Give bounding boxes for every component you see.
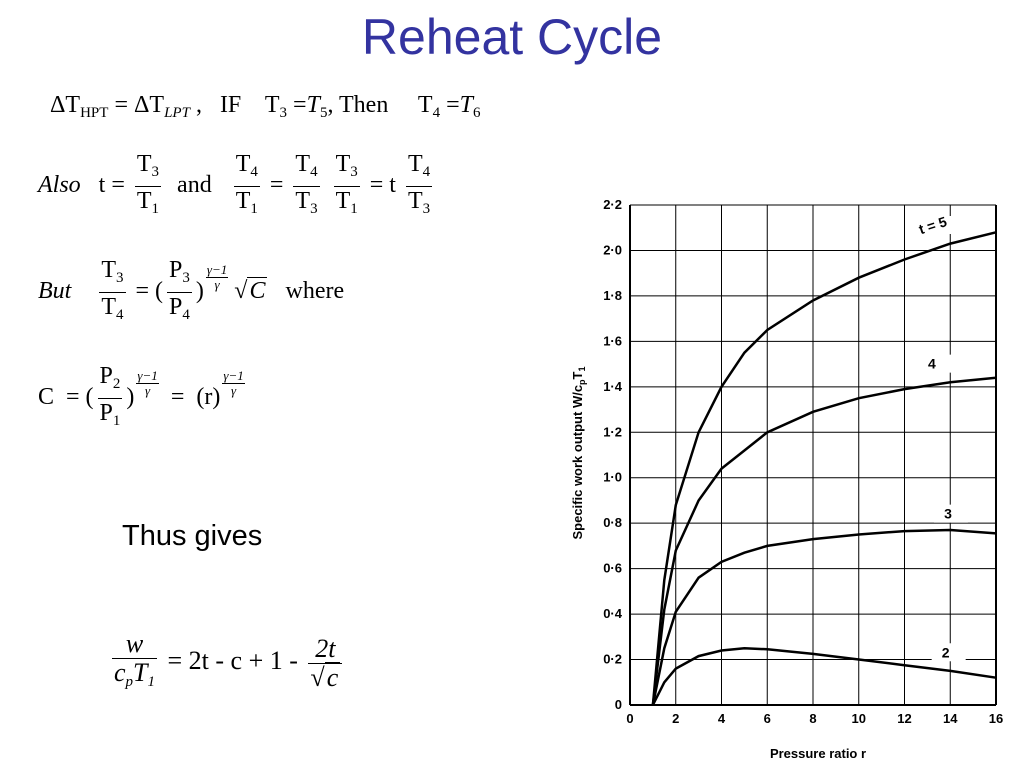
x-tick-label: 2	[672, 711, 679, 726]
series-label: 4	[928, 356, 936, 372]
series-label: 3	[944, 506, 952, 522]
chart-grid	[629, 204, 997, 706]
equation-line-3: But T3 T4 = (P3 P4) γ−1 γ √C where	[38, 257, 345, 323]
y-tick-label: 2·2	[603, 197, 622, 212]
x-axis-label: Pressure ratio r	[770, 746, 866, 761]
y-tick-label: 0·8	[603, 515, 622, 530]
series-label-bg	[933, 504, 968, 523]
y-tick-label: 1·6	[603, 333, 622, 348]
y-tick-label: 1·2	[603, 424, 622, 439]
series-line	[651, 231, 997, 706]
x-tick-label: 4	[718, 711, 726, 726]
x-tick-label: 12	[897, 711, 911, 726]
equation-line-1: ΔTHPT = ΔTLPT , IF T3 =T5, Then T4 =T6	[50, 92, 481, 121]
series-line	[651, 376, 997, 706]
slide-title: Reheat Cycle	[361, 9, 663, 65]
x-tick-label: 0	[626, 711, 633, 726]
y-tick-label: 0·4	[603, 606, 623, 621]
x-tick-label: 6	[764, 711, 771, 726]
y-tick-label: 1·0	[603, 470, 622, 485]
series-label: 2	[942, 644, 950, 660]
y-tick-label: 2·0	[603, 242, 622, 257]
thus-gives-text: Thus gives	[122, 520, 263, 552]
series-line	[651, 528, 997, 706]
x-tick-label: 14	[943, 711, 958, 726]
x-tick-label: 16	[989, 711, 1003, 726]
y-tick-label: 0	[615, 697, 622, 712]
series-label-bg	[920, 216, 955, 234]
series-label-bg	[917, 354, 952, 373]
y-tick-label: 1·8	[603, 288, 622, 303]
equation-line-2: Also t = T3 T1 and T4 T1 = T4 T3 T3 T1 = t T…	[38, 151, 433, 217]
y-tick-label: 0·6	[603, 561, 622, 576]
y-tick-label: 1·4	[603, 379, 623, 394]
x-tick-label: 8	[809, 711, 816, 726]
x-tick-label: 10	[852, 711, 866, 726]
chart-ticks: 0 2 4 6 8 10 12 14 16 0 0·2 0·4 0·6 0·8 1·0 1·2 1·4 1·6 1·…	[603, 197, 1003, 726]
series-label-bg	[931, 643, 966, 662]
y-axis-label: Specific work output W/cpT1	[570, 366, 587, 539]
final-equation: w cpT1 = 2t - c + 1 - 2t √c	[108, 630, 346, 696]
y-tick-label: 0·2	[603, 652, 622, 667]
series-line	[651, 646, 997, 706]
equation-line-4: C = (P2 P1) γ−1 γ = (r) γ−1 γ	[38, 363, 245, 429]
